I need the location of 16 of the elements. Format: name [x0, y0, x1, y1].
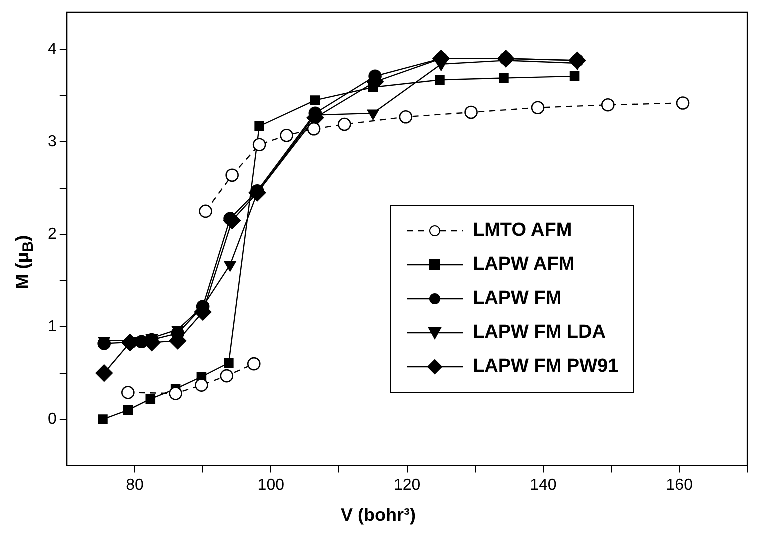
x-axis-title: V (bohr³): [340, 505, 417, 526]
legend-label: LAPW FM: [473, 288, 562, 310]
legend-label: LAPW FM PW91: [473, 356, 619, 378]
x-tick-label: 80: [126, 476, 144, 494]
y-tick-label: 4: [48, 41, 57, 58]
legend-label: LMTO AFM: [473, 220, 572, 242]
x-tick-label: 100: [258, 476, 285, 494]
y-tick-label: 0: [48, 410, 57, 428]
legend-label: LAPW AFM: [473, 254, 575, 276]
legend-label: LAPW FM LDA: [473, 322, 606, 344]
x-tick-label: 140: [530, 476, 557, 494]
x-tick-label: 160: [666, 476, 694, 494]
y-tick-label: 1: [48, 318, 57, 336]
y-tick-label: 2: [48, 226, 57, 243]
y-tick-label: 3: [48, 133, 57, 150]
x-tick-label: 120: [394, 476, 421, 494]
